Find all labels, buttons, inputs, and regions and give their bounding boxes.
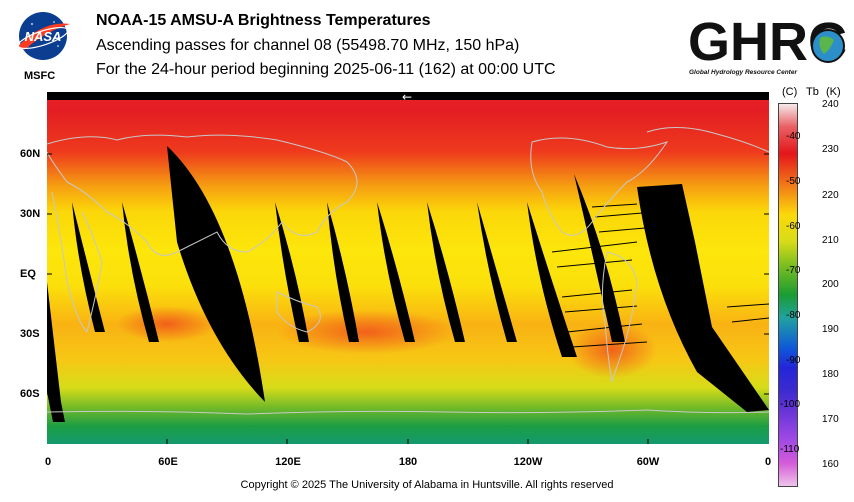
lat-label-30n: 30N	[20, 208, 41, 220]
colorbar-kelvin-header: (K)	[826, 86, 841, 98]
colorbar	[778, 103, 798, 487]
celsius-tick: -60	[786, 221, 801, 232]
celsius-tick: -80	[786, 310, 801, 321]
celsius-tick: -50	[786, 176, 801, 187]
kelvin-tick: 220	[822, 190, 839, 201]
lon-label-180: 180	[398, 456, 418, 468]
nasa-wordmark: NASA	[25, 29, 62, 44]
lat-label-60s: 60S	[20, 388, 40, 400]
kelvin-tick: 190	[822, 324, 839, 335]
kelvin-tick: 240	[822, 99, 839, 110]
partial-scan-lines	[551, 203, 769, 348]
brightness-temperature-map: ←	[47, 92, 769, 444]
lon-label-60w: 60W	[636, 456, 660, 468]
warm-anomaly-south-america	[567, 322, 657, 378]
celsius-tick: -40	[786, 131, 801, 142]
lon-label-0-left: 0	[44, 456, 52, 468]
title-line-3: For the 24-hour period beginning 2025-06…	[96, 61, 556, 78]
kelvin-tick: 160	[822, 459, 839, 470]
colorbar-celsius-header: (C)	[782, 86, 798, 98]
nasa-logo: NASA	[17, 12, 70, 60]
kelvin-tick: 170	[822, 414, 839, 425]
kelvin-tick: 230	[822, 144, 839, 155]
lon-label-0-right: 0	[764, 456, 772, 468]
celsius-tick: -110	[780, 444, 800, 455]
kelvin-tick: 180	[822, 369, 839, 380]
msfc-caption: MSFC	[24, 70, 56, 82]
lat-label-30s: 30S	[20, 328, 40, 340]
swath-gaps	[47, 146, 769, 422]
ghrc-logo: GHRC Global Hydrology Resource Center	[688, 12, 847, 76]
lon-label-120w: 120W	[513, 456, 543, 468]
celsius-tick: -70	[786, 265, 801, 276]
copyright-notice: Copyright © 2025 The University of Alaba…	[240, 479, 614, 491]
warm-anomaly-indian-ocean	[117, 306, 217, 342]
warm-anomaly-south-pacific	[277, 310, 457, 354]
kelvin-tick: 210	[822, 235, 839, 246]
lon-label-60e: 60E	[158, 456, 178, 468]
kelvin-tick: 200	[822, 279, 839, 290]
ghrc-caption: Global Hydrology Resource Center	[689, 69, 797, 76]
coastlines	[47, 126, 769, 415]
graticule-ticks	[47, 153, 769, 444]
dateline-arrow: ←	[402, 92, 412, 104]
celsius-tick: -100	[780, 399, 801, 410]
lat-label-eq: EQ	[20, 268, 36, 280]
title-line-2: Ascending passes for channel 08 (55498.7…	[96, 37, 520, 54]
celsius-tick: -90	[786, 355, 801, 366]
lat-label-60n: 60N	[20, 148, 41, 160]
title-line-1: NOAA-15 AMSU-A Brightness Temperatures	[96, 12, 431, 29]
colorbar-tb-header: Tb	[806, 86, 819, 98]
lon-label-120e: 120E	[275, 456, 301, 468]
